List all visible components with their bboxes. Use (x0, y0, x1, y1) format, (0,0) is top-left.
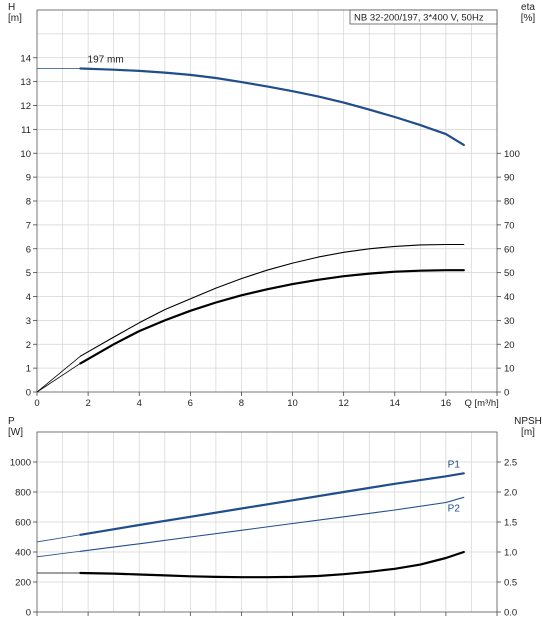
y2-tick-label: 30 (504, 316, 515, 327)
x-tick-label: 12 (338, 398, 349, 409)
y-tick-label: 5 (26, 268, 31, 279)
y2-axis-label: [m] (521, 427, 535, 438)
curve-annotation: 197 mm (88, 54, 124, 65)
y-tick-label: 800 (15, 488, 31, 499)
y-tick-label: 200 (15, 578, 31, 589)
x-tick-label: 16 (441, 398, 452, 409)
y2-tick-label: 0.0 (504, 608, 517, 619)
y-tick-label: 4 (26, 292, 31, 303)
y2-tick-label: 10 (504, 364, 515, 375)
y-tick-label: 13 (20, 77, 31, 88)
series-line-p2 (79, 496, 465, 552)
x-tick-label: 8 (239, 398, 244, 409)
x-tick-label: 0 (34, 398, 39, 409)
y2-tick-label: 1.0 (504, 548, 517, 559)
y2-axis-label: eta (521, 2, 535, 13)
series-line-p1 (79, 472, 465, 536)
y2-tick-label: 1.5 (504, 518, 517, 529)
y-tick-label: 9 (26, 173, 31, 184)
y-tick-label: 600 (15, 518, 31, 529)
y-tick-label: 0 (26, 388, 31, 399)
y-tick-label: 8 (26, 197, 31, 208)
y-tick-label: 2 (26, 340, 31, 351)
x-tick-label: 14 (389, 398, 400, 409)
y-tick-label: 0 (26, 608, 31, 619)
y2-tick-label: 50 (504, 268, 515, 279)
series-line-197-mm (79, 67, 465, 146)
y-tick-label: 1000 (10, 458, 31, 469)
y2-axis-label: NPSH (514, 416, 542, 427)
y-tick-label: 12 (20, 101, 31, 112)
chart-title: NB 32-200/197, 3*400 V, 50Hz (354, 13, 484, 24)
x-tick-label: 10 (287, 398, 298, 409)
y-tick-label: 11 (21, 125, 31, 136)
series-extrapolation (36, 534, 81, 543)
y2-tick-label: 0 (504, 388, 509, 399)
y2-axis-label: [%] (521, 13, 536, 24)
y-axis-label: H (8, 2, 15, 13)
y2-tick-label: 0.5 (504, 578, 517, 589)
series-line-eta-thick (79, 269, 465, 365)
y2-tick-label: 60 (504, 244, 515, 255)
y2-tick-label: 100 (504, 149, 520, 160)
series-extrapolation (36, 550, 81, 558)
y2-tick-label: 2.5 (504, 458, 517, 469)
x-tick-label: 4 (137, 398, 142, 409)
y-tick-label: 6 (26, 244, 31, 255)
series-label-p2: P2 (448, 503, 461, 514)
y2-tick-label: 80 (504, 197, 515, 208)
series-label-p1: P1 (448, 459, 461, 470)
y-axis-label: [m] (8, 13, 22, 24)
y-tick-label: 7 (26, 220, 31, 231)
y-tick-label: 1 (26, 364, 31, 375)
y2-tick-label: 40 (504, 292, 515, 303)
series-extrapolation (36, 363, 81, 393)
series-extrapolation (36, 355, 81, 393)
y-axis-label: [W] (8, 427, 23, 438)
y-tick-label: 400 (15, 548, 31, 559)
x-tick-label: 2 (85, 398, 90, 409)
y2-tick-label: 2.0 (504, 488, 517, 499)
x-axis-label: Q [m³/h] (465, 398, 499, 409)
x-tick-label: 6 (188, 398, 193, 409)
y2-tick-label: 90 (504, 173, 515, 184)
y-tick-label: 14 (20, 53, 31, 64)
y2-tick-label: 20 (504, 340, 515, 351)
y-tick-label: 3 (26, 316, 31, 327)
y2-tick-label: 70 (504, 220, 515, 231)
y-tick-label: 10 (20, 149, 31, 160)
series-line-eta-thin (79, 243, 465, 357)
title-box (349, 9, 498, 25)
y-axis-label: P (8, 416, 15, 427)
series-line-npsh (79, 550, 465, 579)
